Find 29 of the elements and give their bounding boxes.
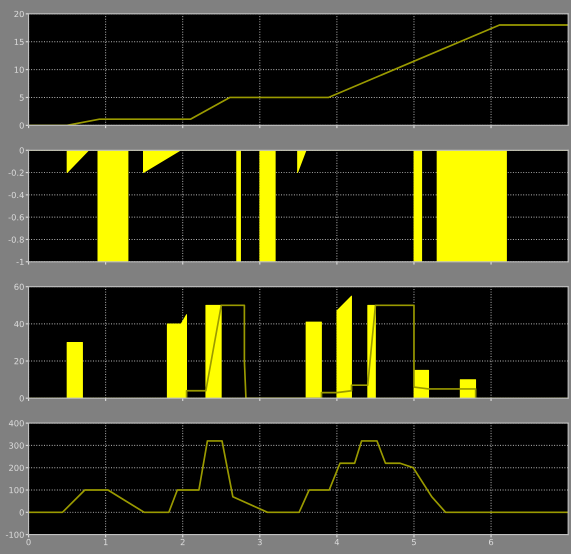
y-tick-label: 60 [14,284,24,290]
y-tick-label: -0.6 [8,214,24,220]
y-tick-label: 5 [20,94,24,101]
y-tick-label: -0.8 [8,236,24,243]
y-tick-label: -100 [6,532,24,538]
y-tick-label: 20 [14,10,24,18]
y-tick-label: 0 [20,122,24,129]
y-tick-label: 300 [9,442,24,449]
y-tick-label: -0.4 [8,192,24,198]
x-tick-label: 6 [488,538,494,546]
x-tick-label: 2 [180,538,185,546]
y-tick-label: 0 [20,395,24,402]
x-tick-label: 0 [26,538,31,546]
y-tick-label: -1 [16,258,24,265]
y-tick-label: 400 [8,420,24,426]
y-tick-label: 15 [14,38,24,46]
y-tick-label: 20 [14,358,24,364]
y-tick-label: -0.2 [8,170,24,176]
x-tick-label: 4 [334,539,340,546]
y-tick-label: 0 [20,147,24,154]
x-tick-label: 1 [104,539,108,546]
x-tick-label: 3 [258,538,262,546]
line-series [28,440,568,514]
x-tick-label: 5 [412,539,416,546]
y-tick-label: 100 [9,486,24,494]
y-tick-label: 0 [20,509,24,516]
y-tick-label: 10 [14,66,24,73]
y-tick-label: 200 [9,464,24,471]
y-tick-label: 40 [14,320,24,328]
